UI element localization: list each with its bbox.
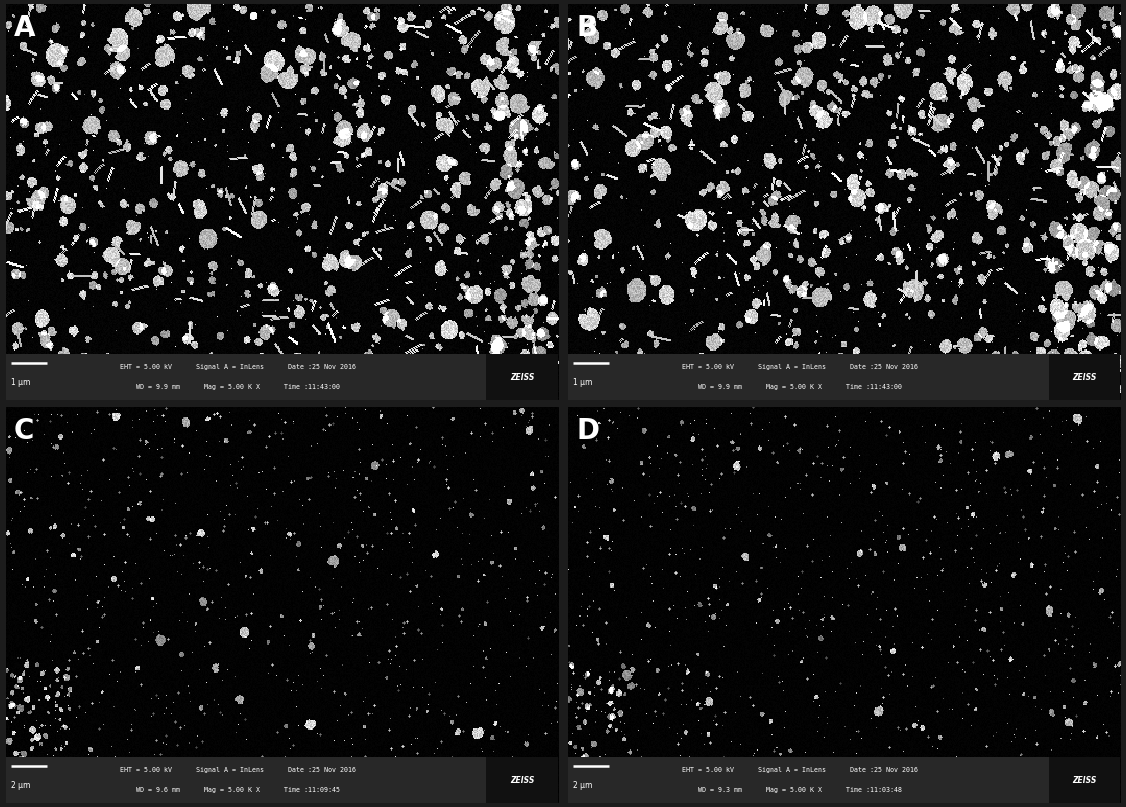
Bar — [568, 758, 1120, 803]
Text: ZEISS: ZEISS — [510, 776, 535, 784]
Text: WD = 9.9 mm      Mag = 5.00 K X      Time :11:43:00: WD = 9.9 mm Mag = 5.00 K X Time :11:43:0… — [135, 384, 340, 391]
Bar — [568, 354, 1120, 400]
Text: ZEISS: ZEISS — [1072, 776, 1097, 784]
Bar — [1048, 354, 1120, 400]
Text: 2 μm: 2 μm — [573, 781, 593, 790]
Text: EHT = 5.00 kV      Signal A = InLens      Date :25 Nov 2016: EHT = 5.00 kV Signal A = InLens Date :25… — [119, 364, 356, 370]
Text: EHT = 5.00 kV      Signal A = InLens      Date :25 Nov 2016: EHT = 5.00 kV Signal A = InLens Date :25… — [682, 364, 918, 370]
Bar — [6, 758, 558, 803]
Text: EHT = 5.00 kV      Signal A = InLens      Date :25 Nov 2016: EHT = 5.00 kV Signal A = InLens Date :25… — [682, 767, 918, 773]
Bar — [486, 354, 558, 400]
Bar — [6, 354, 558, 400]
Text: WD = 9.3 mm      Mag = 5.00 K X      Time :11:03:48: WD = 9.3 mm Mag = 5.00 K X Time :11:03:4… — [698, 787, 902, 793]
Text: ZEISS: ZEISS — [1072, 373, 1097, 382]
Text: 1 μm: 1 μm — [573, 378, 593, 387]
Bar — [486, 758, 558, 803]
Text: 2 μm: 2 μm — [11, 781, 30, 790]
Text: 1 μm: 1 μm — [11, 378, 30, 387]
Text: C: C — [14, 417, 34, 445]
Text: A: A — [14, 14, 35, 42]
Text: EHT = 5.00 kV      Signal A = InLens      Date :25 Nov 2016: EHT = 5.00 kV Signal A = InLens Date :25… — [119, 767, 356, 773]
Text: WD = 9.6 mm      Mag = 5.00 K X      Time :11:09:45: WD = 9.6 mm Mag = 5.00 K X Time :11:09:4… — [135, 787, 340, 793]
Text: ZEISS: ZEISS — [510, 373, 535, 382]
Text: D: D — [577, 417, 599, 445]
Bar — [1048, 758, 1120, 803]
Text: WD = 9.9 mm      Mag = 5.00 K X      Time :11:43:00: WD = 9.9 mm Mag = 5.00 K X Time :11:43:0… — [698, 384, 902, 391]
Text: B: B — [577, 14, 598, 42]
